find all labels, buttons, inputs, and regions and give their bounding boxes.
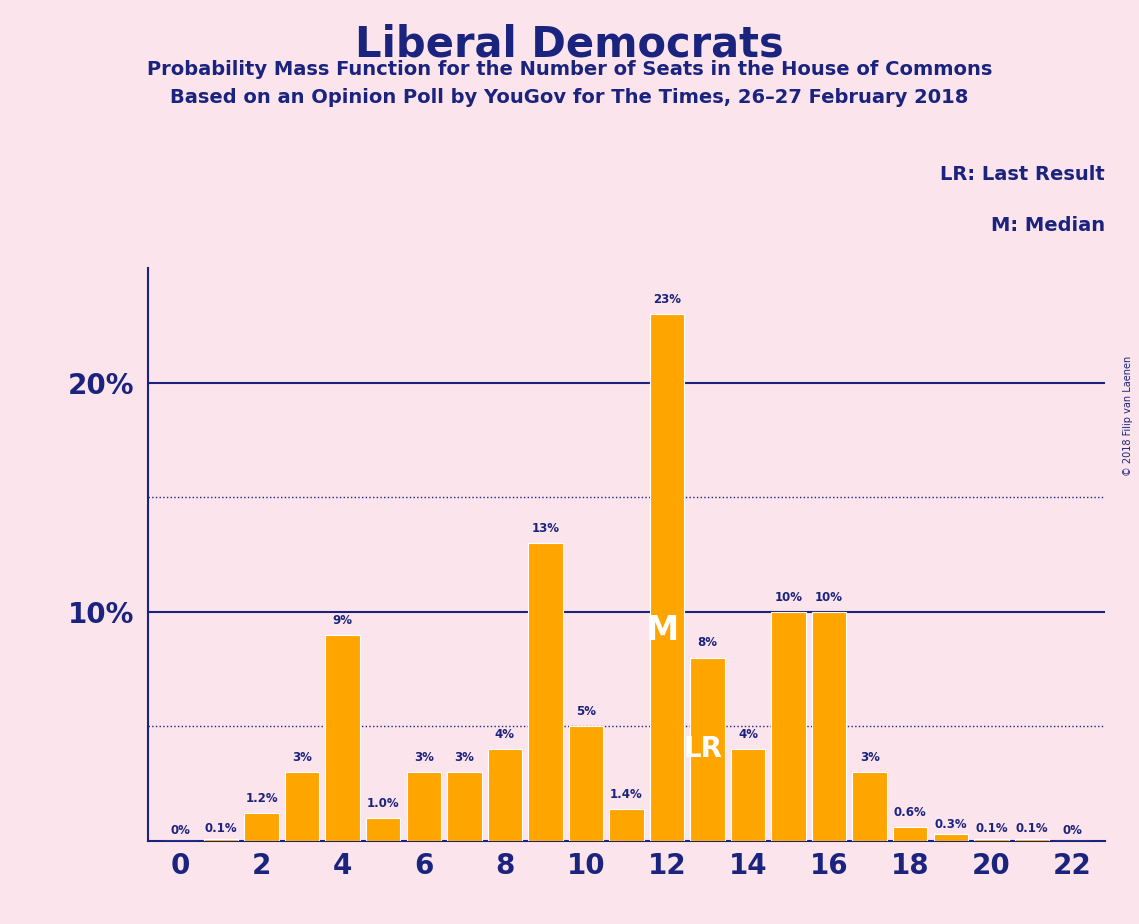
- Bar: [204, 839, 238, 841]
- Text: 3%: 3%: [860, 751, 879, 764]
- Text: M: Median: M: Median: [991, 216, 1105, 236]
- Text: 3%: 3%: [454, 751, 474, 764]
- Text: Based on an Opinion Poll by YouGov for The Times, 26–27 February 2018: Based on an Opinion Poll by YouGov for T…: [171, 88, 968, 107]
- Bar: [609, 808, 644, 841]
- Bar: [568, 726, 604, 841]
- Bar: [771, 612, 805, 841]
- Bar: [893, 827, 927, 841]
- Text: 0.6%: 0.6%: [894, 806, 927, 819]
- Text: 9%: 9%: [333, 614, 353, 626]
- Text: 23%: 23%: [653, 293, 681, 306]
- Text: 13%: 13%: [532, 522, 559, 535]
- Bar: [528, 543, 563, 841]
- Text: 1.0%: 1.0%: [367, 796, 400, 810]
- Bar: [812, 612, 846, 841]
- Bar: [446, 772, 482, 841]
- Text: 10%: 10%: [816, 590, 843, 603]
- Text: 10%: 10%: [775, 590, 803, 603]
- Bar: [245, 813, 279, 841]
- Text: LR: LR: [685, 736, 723, 763]
- Bar: [852, 772, 887, 841]
- Bar: [1015, 839, 1049, 841]
- Text: 0%: 0%: [171, 824, 190, 837]
- Text: 1.2%: 1.2%: [245, 792, 278, 806]
- Text: M: M: [646, 614, 680, 647]
- Text: 4%: 4%: [738, 728, 759, 741]
- Text: 1.4%: 1.4%: [611, 788, 642, 801]
- Bar: [649, 314, 685, 841]
- Text: 3%: 3%: [413, 751, 434, 764]
- Bar: [326, 635, 360, 841]
- Text: Probability Mass Function for the Number of Seats in the House of Commons: Probability Mass Function for the Number…: [147, 60, 992, 79]
- Text: 8%: 8%: [697, 637, 718, 650]
- Text: Liberal Democrats: Liberal Democrats: [355, 23, 784, 65]
- Bar: [731, 749, 765, 841]
- Text: LR: Last Result: LR: Last Result: [940, 164, 1105, 184]
- Text: 0.1%: 0.1%: [975, 822, 1008, 835]
- Text: 4%: 4%: [494, 728, 515, 741]
- Text: 0%: 0%: [1063, 824, 1082, 837]
- Bar: [285, 772, 319, 841]
- Bar: [487, 749, 522, 841]
- Bar: [366, 818, 401, 841]
- Text: 0.1%: 0.1%: [205, 822, 237, 835]
- Text: 5%: 5%: [576, 705, 596, 718]
- Bar: [974, 839, 1008, 841]
- Text: © 2018 Filip van Laenen: © 2018 Filip van Laenen: [1123, 356, 1133, 476]
- Text: 0.3%: 0.3%: [934, 818, 967, 831]
- Text: 3%: 3%: [293, 751, 312, 764]
- Bar: [690, 658, 724, 841]
- Bar: [407, 772, 441, 841]
- Bar: [934, 834, 968, 841]
- Text: 0.1%: 0.1%: [1016, 822, 1048, 835]
